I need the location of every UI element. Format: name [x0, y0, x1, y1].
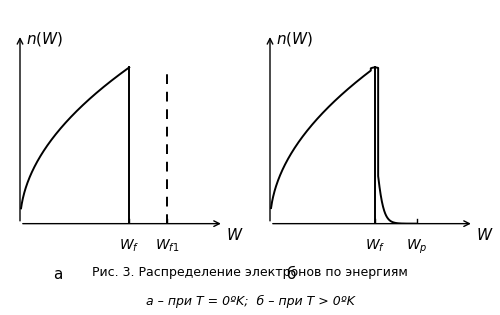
Text: $W$: $W$: [476, 227, 494, 243]
Text: а: а: [53, 266, 62, 282]
Text: а – при T = 0ºK;  б – при T > 0ºK: а – при T = 0ºK; б – при T > 0ºK: [146, 295, 354, 308]
Text: $W_f$: $W_f$: [119, 237, 140, 254]
Text: б: б: [286, 266, 296, 282]
Text: $W_{f1}$: $W_{f1}$: [155, 237, 179, 254]
Text: $W_p$: $W_p$: [406, 237, 428, 255]
Text: $n(W)$: $n(W)$: [26, 30, 64, 48]
Text: $n(W)$: $n(W)$: [276, 30, 314, 48]
Text: $W$: $W$: [226, 227, 244, 243]
Text: Рис. 3. Распределение электронов по энергиям: Рис. 3. Распределение электронов по энер…: [92, 266, 408, 279]
Text: $W_f$: $W_f$: [365, 237, 385, 254]
